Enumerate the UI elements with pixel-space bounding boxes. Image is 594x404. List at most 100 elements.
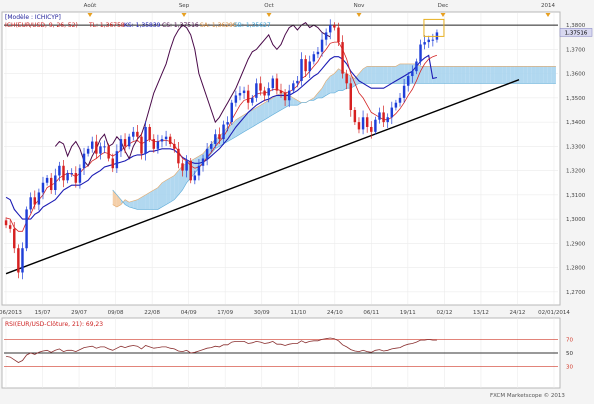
- x-tick-label: 06/11: [363, 310, 379, 316]
- candle-body: [365, 117, 369, 127]
- candle-body: [316, 51, 320, 55]
- cloud-segment: [436, 66, 442, 84]
- legend: [Modèle : ICHICYP] ICH(EUR/USD, 9, 26, 5…: [5, 14, 565, 399]
- y-tick-label: 1,2900: [566, 241, 586, 247]
- month-label: Dec: [438, 3, 449, 9]
- module-label: [Modèle : ICHICYP]: [5, 14, 61, 21]
- cloud-segment: [539, 66, 544, 84]
- sa-label: SA: 1,36299: [200, 22, 237, 29]
- cloud-segment: [170, 175, 175, 203]
- axes: 1,3800 1,3700 1,3600 1,3500 1,3400 1,3300 1,32…: [0, 2, 593, 316]
- candle-body: [353, 110, 357, 123]
- candle-body: [173, 143, 176, 149]
- cloud-segment: [527, 66, 532, 84]
- rsi-tick-label: 70: [566, 337, 573, 343]
- trendline: [5, 79, 520, 275]
- x-tick-label: 24/10: [327, 310, 343, 316]
- cloud-segment: [330, 73, 335, 94]
- footer-copyright: FXCM Marketscope © 2013: [490, 392, 565, 399]
- candle-body: [58, 165, 61, 176]
- month-label: Oct: [264, 3, 274, 9]
- candle-body: [271, 78, 275, 89]
- x-tick-label: 04/09: [181, 310, 197, 316]
- cloud-segment: [297, 100, 302, 106]
- cloud-segment: [514, 66, 520, 84]
- cloud-segment: [276, 93, 281, 113]
- candle-body: [251, 97, 254, 103]
- x-tick-label: 17/09: [217, 310, 233, 316]
- cloud-segment: [174, 170, 179, 200]
- candle-body: [234, 95, 238, 103]
- candle-body: [107, 146, 110, 159]
- candle-body: [201, 158, 205, 166]
- candle-body: [279, 90, 283, 94]
- cloud-segment: [166, 177, 171, 205]
- candle-body: [144, 126, 147, 154]
- rsi-tick-label: 50: [566, 351, 573, 357]
- month-marker-icon: [440, 13, 446, 17]
- candle-body: [86, 148, 90, 154]
- cs-label: CS: 1,37516: [162, 22, 199, 29]
- cloud-segment: [506, 66, 511, 84]
- cloud-segment: [510, 66, 515, 84]
- candle-body: [333, 25, 336, 28]
- candle-body: [259, 83, 262, 91]
- cloud-segment: [145, 192, 150, 210]
- y-tick-label: 1,3300: [566, 144, 586, 150]
- cloud-segment: [535, 66, 540, 84]
- candle-body: [304, 59, 307, 72]
- price-badge-label: 1,37516: [565, 30, 588, 36]
- candle-body: [267, 88, 270, 96]
- y-tick-label: 1,3400: [566, 120, 586, 126]
- candle-body: [181, 163, 184, 171]
- candle-body: [308, 61, 311, 72]
- candle-body: [4, 220, 8, 226]
- candle-body: [382, 112, 385, 123]
- y-tick-label: 1,2800: [566, 266, 586, 272]
- price-panel[interactable]: [1, 11, 561, 306]
- candle-body: [218, 134, 221, 140]
- cloud-segment: [363, 66, 368, 84]
- candle-body: [296, 80, 299, 84]
- sb-label: SB: 1,35627: [234, 22, 271, 29]
- candle-body: [25, 209, 28, 249]
- cloud-segment: [432, 66, 437, 84]
- cloud-segment: [244, 112, 249, 132]
- candle-body: [82, 153, 86, 169]
- candle-body: [90, 141, 94, 149]
- cloud-segment: [338, 68, 343, 91]
- x-tick-label: 24/12: [510, 310, 526, 316]
- cloud-segment: [252, 107, 257, 127]
- candle-body: [21, 248, 24, 273]
- month-marker-icon: [356, 13, 362, 17]
- cloud-segment: [543, 66, 548, 84]
- candle-body: [431, 39, 435, 41]
- month-label: Sep: [179, 3, 190, 9]
- candle-body: [205, 148, 209, 159]
- candle-body: [99, 146, 102, 154]
- candle-body: [283, 93, 287, 101]
- candle-body: [361, 117, 365, 130]
- cloud-segment: [477, 66, 483, 84]
- candle-body: [8, 225, 12, 229]
- candle-body: [341, 42, 344, 74]
- candle-body: [193, 175, 197, 181]
- x-tick-label: 19/11: [400, 310, 416, 316]
- candle-body: [197, 165, 201, 176]
- cloud-segment: [313, 93, 318, 101]
- candle-body: [230, 102, 233, 123]
- candle-body: [357, 122, 361, 130]
- month-marker-icon: [545, 13, 551, 17]
- x-tick-label: 22/08: [144, 310, 160, 316]
- candle-body: [70, 173, 73, 175]
- tenkan-sen-line: [5, 41, 438, 232]
- candle-body: [337, 27, 340, 43]
- candle-body: [13, 228, 16, 249]
- candle-body: [329, 25, 332, 33]
- x-tick-label: 02/01/2014: [538, 310, 570, 316]
- cloud-segment: [272, 95, 277, 115]
- candle-body: [37, 192, 41, 205]
- y-tick-label: 1,3000: [566, 217, 586, 223]
- candle-body: [62, 165, 65, 181]
- candle-body: [177, 148, 180, 164]
